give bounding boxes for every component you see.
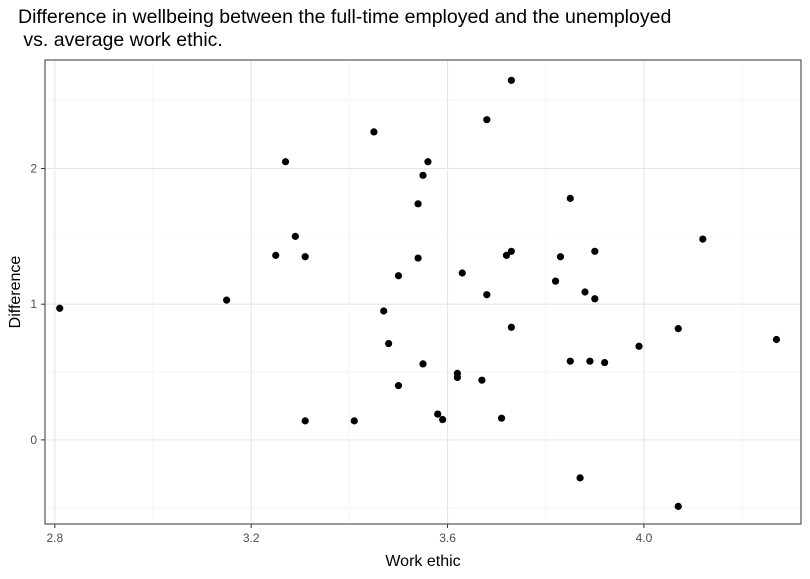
- data-point: [591, 247, 599, 255]
- data-point: [551, 277, 560, 285]
- y-tick-label: 1: [30, 297, 37, 311]
- data-point: [301, 417, 309, 425]
- data-point: [350, 417, 358, 425]
- data-point: [566, 194, 574, 202]
- data-point: [478, 376, 486, 384]
- grid-lines: [45, 60, 801, 524]
- data-point: [370, 128, 378, 136]
- data-point: [434, 410, 442, 418]
- data-point: [424, 158, 432, 166]
- y-axis-title: Difference: [7, 256, 24, 329]
- data-point: [566, 357, 574, 365]
- data-point: [586, 357, 594, 365]
- data-point: [414, 254, 422, 262]
- data-point: [699, 235, 707, 243]
- data-point: [497, 414, 506, 422]
- data-point: [674, 502, 682, 510]
- data-point: [581, 288, 589, 296]
- x-tick-label: 3.2: [243, 531, 260, 545]
- data-point: [301, 253, 309, 261]
- data-points: [56, 76, 781, 510]
- data-point: [458, 269, 466, 277]
- data-point: [380, 307, 388, 315]
- y-tick-label: 0: [30, 433, 37, 447]
- y-tick-label: 2: [30, 162, 37, 176]
- plot-panel: [45, 60, 801, 524]
- data-point: [223, 296, 231, 304]
- data-point: [272, 251, 280, 259]
- data-point: [576, 474, 584, 482]
- data-point: [419, 360, 427, 368]
- data-point: [439, 415, 447, 424]
- chart-title-line-1: Difference in wellbeing between the full…: [18, 6, 672, 28]
- x-axis-title: Work ethic: [385, 553, 460, 570]
- data-point: [419, 171, 427, 179]
- data-point: [291, 232, 299, 240]
- data-point: [453, 373, 461, 382]
- x-tick-label: 3.6: [439, 531, 456, 545]
- data-point: [414, 200, 422, 208]
- data-point: [394, 272, 403, 280]
- data-point: [502, 251, 511, 259]
- x-tick-label: 2.8: [46, 531, 63, 545]
- data-point: [394, 382, 403, 390]
- data-point: [483, 291, 491, 299]
- data-point: [483, 116, 491, 124]
- axis-ticks: 2.8 3.2 3.6 4.0 0 1 2: [30, 162, 652, 545]
- data-point: [507, 247, 515, 255]
- chart-title: Difference in wellbeing between the full…: [18, 6, 671, 52]
- plot-panel-border: [44, 59, 802, 525]
- data-point: [601, 358, 609, 367]
- data-point: [674, 325, 682, 333]
- data-point: [281, 158, 290, 166]
- data-point: [385, 339, 393, 348]
- data-point: [591, 295, 599, 303]
- data-point: [635, 342, 643, 350]
- data-point: [507, 323, 515, 331]
- data-point: [507, 76, 515, 84]
- chart-title-line-2: vs. average work ethic.: [18, 29, 223, 51]
- data-point: [556, 253, 565, 261]
- x-tick-label: 4.0: [636, 531, 653, 545]
- data-point: [56, 304, 64, 312]
- data-point: [772, 335, 781, 344]
